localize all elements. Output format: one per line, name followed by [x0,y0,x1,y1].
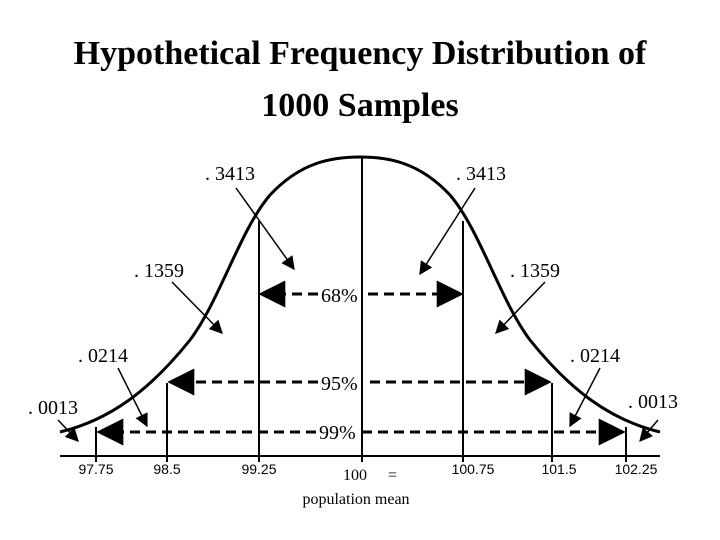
range-68-label: 68% [321,285,358,307]
label-left-1359: . 1359 [134,260,184,282]
tick-label: 101.5 [541,461,576,477]
tick-label: 97.75 [78,461,113,477]
pointer-left-1359 [171,281,223,334]
pointer-left-0214 [117,367,148,428]
tick-label: 98.5 [153,461,180,477]
label-left-0013: . 0013 [28,397,78,419]
mean-caption: population mean [302,491,409,508]
mean-value: 100 [343,467,367,484]
chart-title: Hypothetical Frequency Distribution of 1… [0,28,720,132]
pointer-left-0013 [57,419,79,442]
label-left-0214: . 0214 [78,345,128,367]
label-right-3413: . 3413 [456,163,506,185]
pointer-right-0013 [639,419,659,443]
bell-curve [59,155,661,434]
pointer-right-3413 [419,187,476,276]
label-right-0214: . 0214 [570,345,620,367]
label-right-1359: . 1359 [510,260,560,282]
pointer-right-1359 [495,281,546,334]
tick-label: 102.25 [615,461,658,477]
tick-label: 99.25 [241,461,276,477]
range-95-label: 95% [321,373,358,395]
label-left-3413: . 3413 [205,163,255,185]
mean-equals: = [388,467,397,484]
range-99-label: 99% [319,422,356,444]
title-line-2: 1000 Samples [261,87,459,124]
tick-label: 100.75 [452,461,495,477]
title-line-1: Hypothetical Frequency Distribution of [73,35,647,72]
pointer-right-0214 [569,367,601,428]
label-right-0013: . 0013 [628,391,678,413]
pointer-left-3413 [235,187,295,271]
